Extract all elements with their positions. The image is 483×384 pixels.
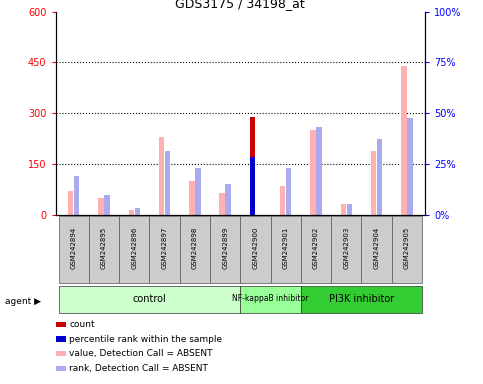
Bar — [341, 204, 346, 215]
Bar — [347, 204, 352, 215]
Bar — [377, 139, 383, 215]
Bar — [68, 191, 73, 215]
Text: GSM242897: GSM242897 — [162, 227, 168, 270]
Text: rank, Detection Call = ABSENT: rank, Detection Call = ABSENT — [69, 364, 208, 373]
Bar — [241, 286, 301, 313]
Bar — [361, 216, 392, 283]
Text: NF-kappaB inhibitor: NF-kappaB inhibitor — [232, 295, 309, 303]
Text: agent ▶: agent ▶ — [5, 297, 41, 306]
Bar — [250, 157, 255, 215]
Bar — [210, 216, 240, 283]
Bar — [195, 167, 200, 215]
Title: GDS3175 / 34198_at: GDS3175 / 34198_at — [175, 0, 305, 10]
Text: GSM242898: GSM242898 — [192, 227, 198, 270]
Bar — [219, 193, 225, 215]
Bar — [135, 208, 140, 215]
Text: GSM242901: GSM242901 — [283, 227, 289, 270]
Bar — [180, 216, 210, 283]
Bar — [316, 127, 322, 215]
Text: GSM242896: GSM242896 — [131, 227, 137, 270]
Text: count: count — [69, 320, 95, 329]
Text: GSM242894: GSM242894 — [71, 227, 77, 269]
Bar — [104, 195, 110, 215]
Bar — [58, 216, 89, 283]
Text: control: control — [132, 294, 166, 304]
Bar — [280, 186, 285, 215]
Bar — [301, 286, 422, 313]
Bar — [58, 286, 240, 313]
Bar — [286, 167, 291, 215]
Text: GSM242895: GSM242895 — [101, 227, 107, 269]
Text: GSM242900: GSM242900 — [253, 227, 258, 270]
Text: GSM242903: GSM242903 — [343, 227, 349, 270]
Bar — [310, 130, 316, 215]
Bar — [128, 210, 134, 215]
Bar — [301, 216, 331, 283]
Bar — [74, 176, 79, 215]
Text: percentile rank within the sample: percentile rank within the sample — [69, 334, 222, 344]
Bar — [241, 216, 270, 283]
Text: PI3K inhibitor: PI3K inhibitor — [329, 294, 394, 304]
Bar — [149, 216, 180, 283]
Bar — [189, 181, 195, 215]
Bar — [401, 66, 407, 215]
Text: value, Detection Call = ABSENT: value, Detection Call = ABSENT — [69, 349, 213, 358]
Text: GSM242904: GSM242904 — [373, 227, 380, 269]
Bar — [226, 184, 231, 215]
Bar — [98, 198, 104, 215]
Text: GSM242899: GSM242899 — [222, 227, 228, 270]
Bar — [250, 117, 255, 215]
Bar — [89, 216, 119, 283]
Bar — [392, 216, 422, 283]
Bar — [165, 151, 170, 215]
Bar — [407, 118, 412, 215]
Bar — [159, 137, 164, 215]
Text: GSM242902: GSM242902 — [313, 227, 319, 269]
Text: GSM242905: GSM242905 — [404, 227, 410, 269]
Bar — [119, 216, 149, 283]
Bar — [371, 151, 376, 215]
Bar — [331, 216, 361, 283]
Bar — [270, 216, 301, 283]
